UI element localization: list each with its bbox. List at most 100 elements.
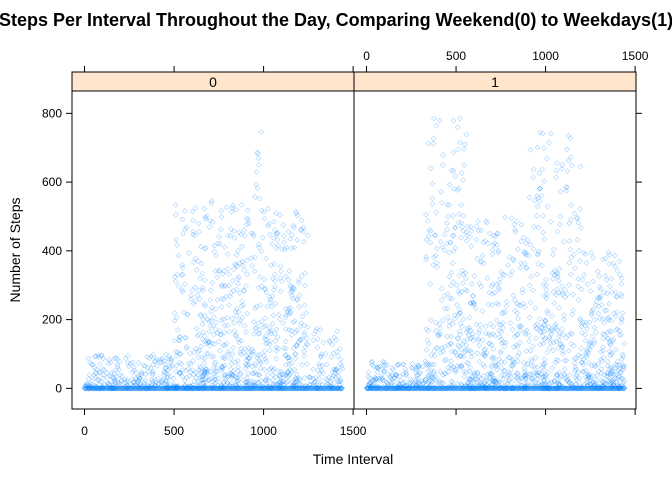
data-point (608, 380, 614, 386)
data-point (464, 385, 471, 392)
data-point (191, 385, 198, 392)
data-point (187, 369, 194, 375)
data-point (160, 385, 167, 391)
data-point (446, 318, 453, 325)
data-point (226, 282, 232, 289)
data-point (258, 248, 265, 255)
data-point (182, 377, 188, 384)
data-point (539, 333, 546, 339)
data-point (552, 359, 559, 366)
data-point (600, 382, 607, 389)
data-point (240, 287, 247, 294)
data-point (270, 312, 277, 319)
data-point (564, 376, 571, 383)
data-point (275, 242, 282, 249)
data-point (590, 379, 596, 385)
data-point (590, 385, 596, 392)
data-point (247, 385, 254, 392)
data-point (302, 385, 309, 392)
data-point (234, 374, 240, 381)
data-point (148, 365, 154, 371)
data-point (81, 385, 88, 392)
data-point (616, 327, 623, 334)
data-point (124, 360, 131, 366)
data-point (167, 381, 174, 388)
data-point (580, 361, 587, 368)
data-point (464, 232, 470, 239)
data-point (277, 382, 283, 388)
data-point (596, 295, 603, 301)
data-point (119, 373, 126, 380)
data-point (566, 385, 573, 392)
data-point (529, 358, 535, 365)
data-point (290, 385, 296, 392)
data-point (546, 385, 552, 392)
data-point (142, 385, 149, 392)
data-point (398, 385, 404, 392)
data-point (326, 337, 333, 344)
data-point (430, 135, 437, 142)
data-point (578, 385, 585, 392)
data-point (457, 309, 463, 316)
data-point (135, 374, 142, 380)
data-point (496, 379, 503, 386)
data-point (373, 385, 380, 392)
data-point (166, 384, 173, 391)
data-point (246, 385, 252, 392)
data-point (448, 385, 454, 392)
data-point (523, 375, 529, 382)
data-point (400, 385, 407, 391)
data-point (595, 385, 601, 392)
data-point (318, 385, 325, 392)
data-point (547, 385, 554, 392)
data-point (526, 282, 533, 289)
data-point (182, 385, 188, 392)
data-point (534, 193, 541, 199)
data-point (540, 384, 547, 391)
data-point (214, 274, 221, 281)
data-point (385, 385, 392, 392)
data-point (581, 385, 588, 392)
data-point (246, 378, 253, 385)
data-point (232, 381, 239, 388)
data-point (551, 377, 558, 384)
data-point (285, 368, 292, 375)
data-point (474, 370, 481, 377)
data-point (179, 385, 186, 392)
data-point (98, 385, 105, 392)
data-point (196, 383, 202, 390)
data-point (202, 338, 209, 345)
data-point (458, 385, 465, 392)
data-point (202, 376, 209, 383)
data-point (228, 355, 234, 362)
data-point (447, 295, 453, 302)
data-point (614, 375, 621, 382)
data-point (578, 321, 585, 327)
data-point (143, 385, 150, 392)
data-point (121, 385, 128, 392)
data-point (172, 383, 178, 390)
data-point (561, 312, 567, 319)
data-point (585, 385, 592, 392)
data-point (194, 385, 200, 392)
data-point (337, 378, 344, 385)
data-point (192, 284, 199, 291)
data-point (116, 385, 122, 392)
data-point (555, 380, 562, 387)
data-point (136, 359, 142, 366)
data-point (302, 382, 309, 389)
data-point (544, 310, 551, 316)
data-point (560, 385, 567, 392)
data-point (120, 385, 127, 392)
data-point (569, 383, 575, 390)
data-point (197, 275, 203, 282)
data-point (549, 270, 556, 276)
data-point (323, 376, 330, 382)
data-point (463, 131, 470, 138)
data-point (197, 365, 204, 371)
data-point (138, 385, 144, 392)
data-point (146, 385, 152, 392)
data-point (547, 218, 554, 225)
data-point (559, 385, 565, 392)
data-point (335, 378, 341, 385)
